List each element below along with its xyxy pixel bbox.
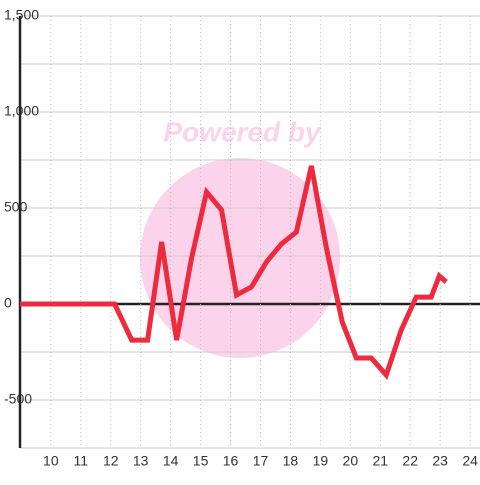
x-tick-label: 14 [163,453,179,469]
x-tick-label: 11 [74,453,89,469]
x-tick-label: 18 [283,453,299,469]
x-tick-label: 20 [343,453,359,469]
x-tick-label: 24 [462,453,478,469]
y-tick-label: 0 [4,295,12,311]
y-tick-label: -500 [4,391,32,407]
watermark-logo [140,158,340,358]
y-tick-label: 1,500 [4,7,39,23]
watermark: Powered by [163,116,322,147]
y-tick-label: 500 [4,199,28,215]
x-tick-label: 16 [223,453,239,469]
x-tick-label: 22 [402,453,418,469]
grid [18,15,480,449]
x-tick-label: 15 [193,453,209,469]
x-tick-label: 12 [103,453,119,469]
x-tick-label: 10 [43,453,59,469]
x-tick-label: 23 [432,453,448,469]
line [20,165,448,380]
x-tick-label: 17 [253,453,269,469]
x-tick-label: 19 [313,453,329,469]
x-tick-label: 13 [133,453,149,469]
y-tick-label: 1,000 [4,103,39,119]
x-tick-label: 21 [372,453,388,469]
plot [20,165,448,380]
